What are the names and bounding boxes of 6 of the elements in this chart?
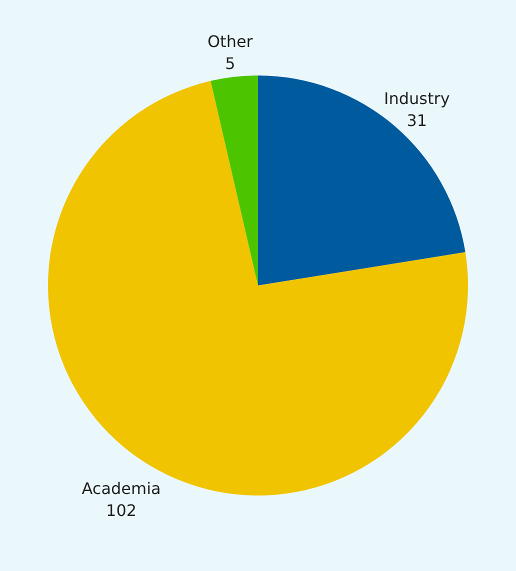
slice-label: Academia: [82, 478, 161, 498]
data-label: 102: [106, 500, 137, 520]
data-label: 31: [406, 111, 428, 130]
slice-label: Industry: [384, 89, 450, 108]
slice-label: Other: [207, 32, 254, 52]
data-label: 5: [225, 54, 236, 74]
